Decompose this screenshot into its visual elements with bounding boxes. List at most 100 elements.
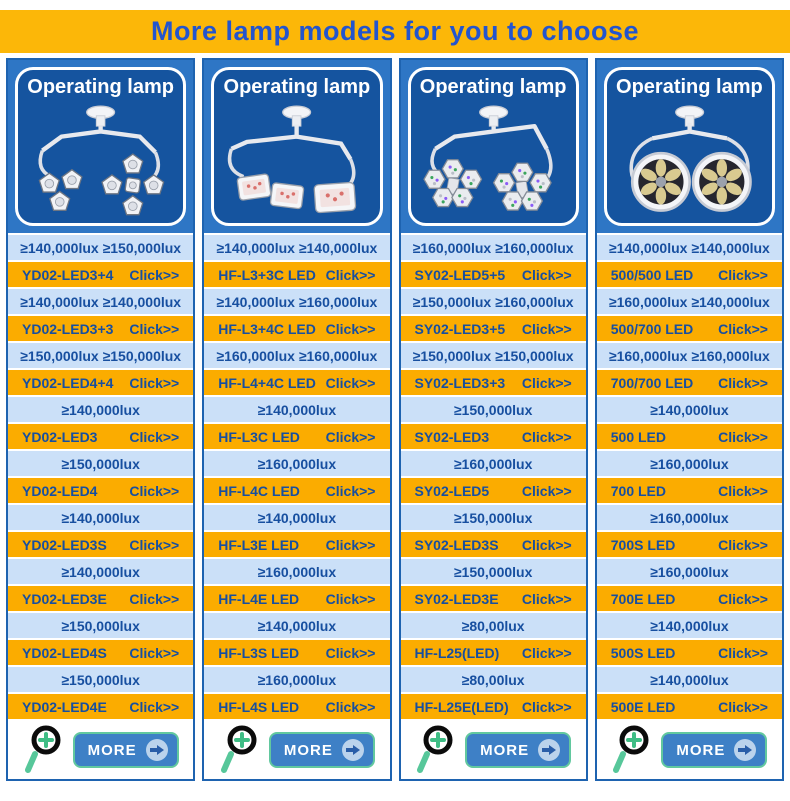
model-row[interactable]: 500/700 LED Click>>	[596, 316, 782, 343]
more-button[interactable]: MORE	[268, 732, 375, 768]
more-button[interactable]: MORE	[661, 732, 768, 768]
model-row[interactable]: YD02-LED3 Click>>	[8, 424, 194, 451]
click-link[interactable]: Click>>	[129, 266, 180, 283]
lux-spec: ≥150,000lux	[61, 455, 140, 472]
lux-spec: ≥140,000lux	[61, 401, 140, 418]
model-name: YD02-LED3	[22, 428, 98, 445]
click-link[interactable]: Click>>	[718, 320, 768, 337]
model-row[interactable]: HF-L3+3C LED Click>>	[204, 262, 390, 289]
click-link[interactable]: Click>>	[718, 698, 768, 715]
click-link[interactable]: Click>>	[521, 482, 572, 499]
more-button-label: MORE	[283, 741, 333, 759]
product-columns: Operating lamp ≥140,000lux ≥150,000lux YD…	[0, 53, 790, 781]
click-link[interactable]: Click>>	[325, 536, 376, 553]
model-row[interactable]: HF-L4S LED Click>>	[204, 694, 390, 721]
click-link[interactable]: Click>>	[129, 536, 180, 553]
click-link[interactable]: Click>>	[718, 266, 768, 283]
model-row[interactable]: SY02-LED3+3 Click>>	[400, 370, 586, 397]
product-image-frame: Operating lamp	[603, 67, 775, 226]
click-link[interactable]: Click>>	[325, 482, 376, 499]
more-button[interactable]: MORE	[465, 732, 572, 768]
more-button[interactable]: MORE	[72, 732, 179, 768]
spec-row: ≥140,000lux	[596, 397, 782, 424]
click-link[interactable]: Click>>	[718, 374, 768, 391]
model-row[interactable]: 500S LED Click>>	[596, 640, 782, 667]
spec-row: ≥140,000lux ≥140,000lux	[204, 235, 390, 262]
click-link[interactable]: Click>>	[521, 536, 572, 553]
model-row[interactable]: SY02-LED3+5 Click>>	[400, 316, 586, 343]
click-link[interactable]: Click>>	[325, 590, 376, 607]
more-button-label: MORE	[480, 741, 530, 759]
spec-row: ≥150,000lux	[400, 559, 586, 586]
spec-row: ≥160,000lux	[204, 559, 390, 586]
model-row[interactable]: HF-L25E(LED) Click>>	[400, 694, 586, 721]
model-row[interactable]: HF-L3S LED Click>>	[204, 640, 390, 667]
model-row[interactable]: HF-L25(LED) Click>>	[400, 640, 586, 667]
model-row[interactable]: YD02-LED3S Click>>	[8, 532, 194, 559]
model-row[interactable]: 700 LED Click>>	[596, 478, 782, 505]
model-row[interactable]: YD02-LED3+3 Click>>	[8, 316, 194, 343]
product-column: Operating lamp ≥140,000lux ≥150,000lux YD…	[6, 58, 196, 781]
click-link[interactable]: Click>>	[521, 428, 572, 445]
click-link[interactable]: Click>>	[129, 320, 180, 337]
lux-spec: ≥160,000lux	[650, 455, 729, 472]
model-row[interactable]: SY02-LED5+5 Click>>	[400, 262, 586, 289]
model-row[interactable]: HF-L4+4C LED Click>>	[204, 370, 390, 397]
click-link[interactable]: Click>>	[521, 266, 572, 283]
model-row[interactable]: 700S LED Click>>	[596, 532, 782, 559]
spec-row: ≥150,000lux	[400, 505, 586, 532]
model-row[interactable]: SY02-LED3E Click>>	[400, 586, 586, 613]
column-header: Operating lamp	[223, 76, 371, 98]
click-link[interactable]: Click>>	[521, 644, 572, 661]
click-link[interactable]: Click>>	[325, 266, 376, 283]
model-row[interactable]: 700/700 LED Click>>	[596, 370, 782, 397]
click-link[interactable]: Click>>	[129, 482, 180, 499]
click-link[interactable]: Click>>	[129, 428, 180, 445]
click-link[interactable]: Click>>	[129, 644, 180, 661]
click-link[interactable]: Click>>	[325, 644, 376, 661]
click-link[interactable]: Click>>	[325, 374, 376, 391]
click-link[interactable]: Click>>	[325, 698, 376, 715]
page: More lamp models for you to choose Opera…	[0, 10, 790, 801]
click-link[interactable]: Click>>	[325, 428, 376, 445]
spec-row: ≥140,000lux	[596, 667, 782, 694]
model-row[interactable]: YD02-LED4 Click>>	[8, 478, 194, 505]
click-link[interactable]: Click>>	[521, 590, 572, 607]
model-row[interactable]: YD02-LED3+4 Click>>	[8, 262, 194, 289]
model-row[interactable]: HF-L4C LED Click>>	[204, 478, 390, 505]
click-link[interactable]: Click>>	[718, 482, 768, 499]
spec-row: ≥140,000lux	[204, 397, 390, 424]
click-link[interactable]: Click>>	[521, 374, 572, 391]
click-link[interactable]: Click>>	[718, 428, 768, 445]
spec-row: ≥150,000lux	[400, 397, 586, 424]
product-image-panel: Operating lamp	[596, 60, 782, 235]
click-link[interactable]: Click>>	[521, 320, 572, 337]
model-row[interactable]: HF-L3C LED Click>>	[204, 424, 390, 451]
click-link[interactable]: Click>>	[325, 320, 376, 337]
model-row[interactable]: HF-L4E LED Click>>	[204, 586, 390, 613]
click-link[interactable]: Click>>	[129, 374, 180, 391]
model-row[interactable]: YD02-LED3E Click>>	[8, 586, 194, 613]
model-row[interactable]: HF-L3E LED Click>>	[204, 532, 390, 559]
model-row[interactable]: 700E LED Click>>	[596, 586, 782, 613]
spec-row: ≥160,000lux ≥160,000lux	[596, 343, 782, 370]
spec-row: ≥150,000lux	[8, 451, 194, 478]
model-row[interactable]: YD02-LED4E Click>>	[8, 694, 194, 721]
model-row[interactable]: 500 LED Click>>	[596, 424, 782, 451]
model-row[interactable]: YD02-LED4+4 Click>>	[8, 370, 194, 397]
model-row[interactable]: SY02-LED3 Click>>	[400, 424, 586, 451]
click-link[interactable]: Click>>	[718, 644, 768, 661]
model-row[interactable]: 500E LED Click>>	[596, 694, 782, 721]
click-link[interactable]: Click>>	[521, 698, 572, 715]
model-row[interactable]: YD02-LED4S Click>>	[8, 640, 194, 667]
model-row[interactable]: HF-L3+4C LED Click>>	[204, 316, 390, 343]
model-row[interactable]: 500/500 LED Click>>	[596, 262, 782, 289]
click-link[interactable]: Click>>	[718, 536, 768, 553]
click-link[interactable]: Click>>	[129, 698, 180, 715]
model-row[interactable]: SY02-LED3S Click>>	[400, 532, 586, 559]
magnifier-plus-icon	[611, 724, 653, 776]
click-link[interactable]: Click>>	[129, 590, 180, 607]
spec-row: ≥140,000lux	[596, 613, 782, 640]
model-row[interactable]: SY02-LED5 Click>>	[400, 478, 586, 505]
click-link[interactable]: Click>>	[718, 590, 768, 607]
